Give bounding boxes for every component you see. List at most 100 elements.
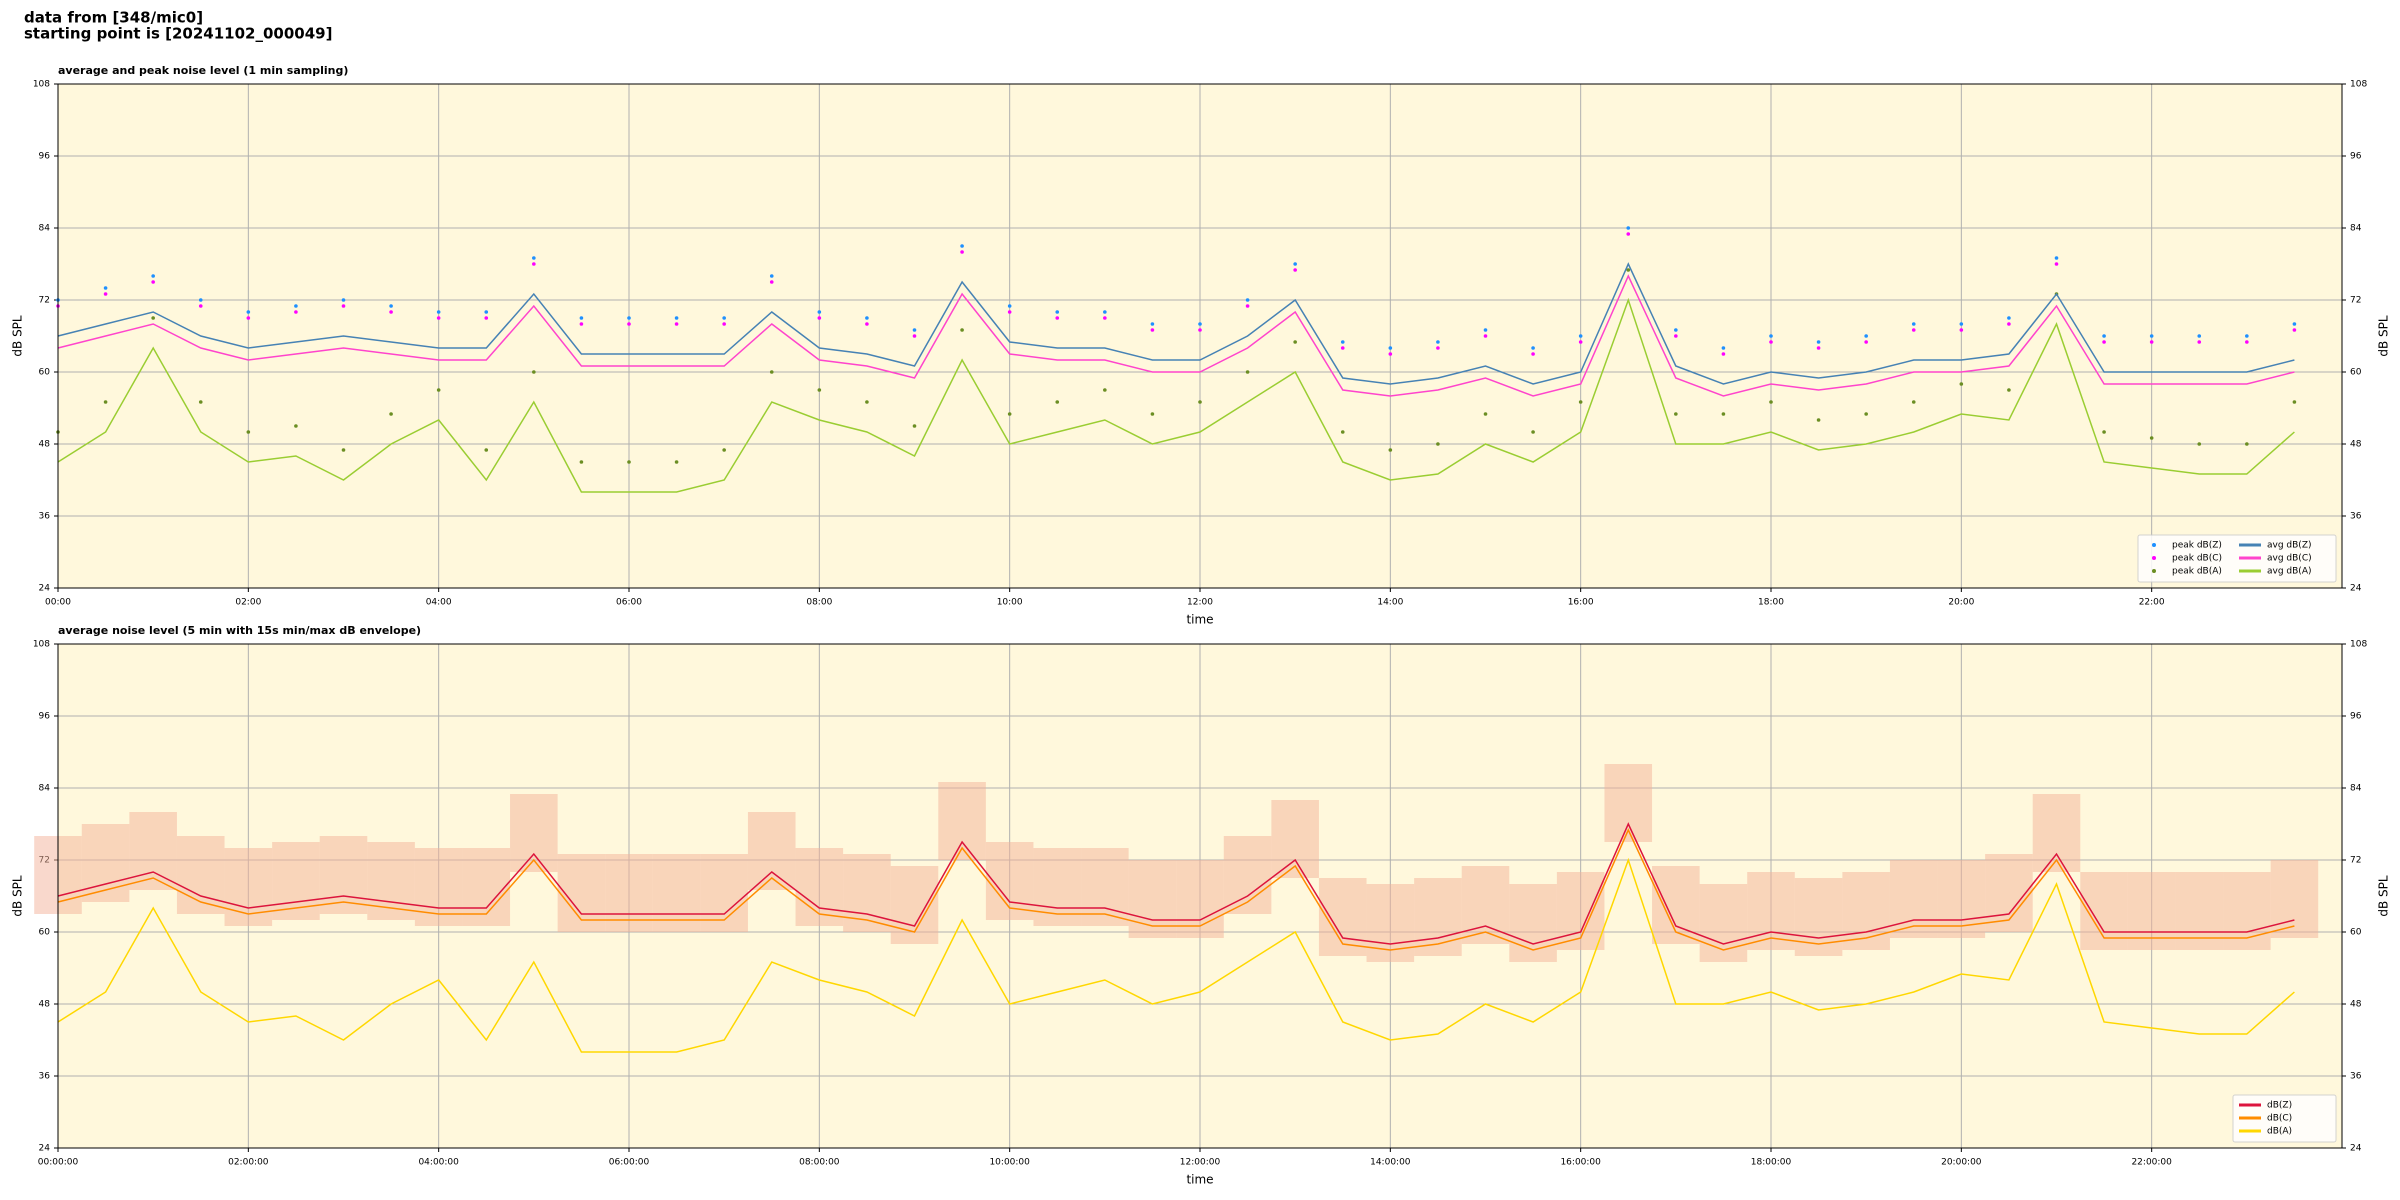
peak-point bbox=[484, 316, 489, 320]
peak-point bbox=[2007, 322, 2011, 326]
peak-point bbox=[865, 400, 869, 404]
peak-point bbox=[2197, 442, 2202, 446]
peak-point bbox=[1245, 370, 1250, 374]
peak-point bbox=[2102, 334, 2106, 338]
peak-point bbox=[769, 274, 774, 278]
peak-point bbox=[960, 244, 964, 248]
peak-point bbox=[1578, 334, 1583, 338]
peak-point bbox=[1578, 340, 1583, 344]
plot-frame bbox=[57, 83, 2343, 589]
peak-point bbox=[1959, 328, 1964, 332]
peak-point bbox=[1483, 334, 1488, 338]
peak-point bbox=[1103, 310, 1107, 314]
y-tick-label: 60 bbox=[39, 928, 51, 938]
chart-title: average noise level (5 min with 15s min/… bbox=[58, 624, 421, 637]
peak-point bbox=[294, 304, 298, 308]
peak-point bbox=[865, 322, 869, 326]
peak-point bbox=[151, 274, 155, 278]
y2-tick-label: 84 bbox=[2350, 224, 2362, 234]
x-tick-label: 14:00 bbox=[1377, 598, 1403, 608]
peak-point bbox=[1055, 316, 1060, 320]
peak-point bbox=[865, 316, 869, 320]
legend-box bbox=[2137, 534, 2337, 583]
peak-point bbox=[1674, 328, 1678, 332]
x-tick-label: 06:00:00 bbox=[609, 1158, 650, 1168]
peak-point bbox=[817, 316, 822, 320]
series-line bbox=[57, 274, 2295, 397]
y-axis-label: dB SPL bbox=[11, 315, 25, 357]
legend-label: avg dB(C) bbox=[2267, 554, 2312, 564]
peak-point bbox=[2292, 328, 2297, 332]
peak-point bbox=[2054, 256, 2059, 260]
peak-point bbox=[1531, 352, 1535, 356]
peak-point bbox=[1959, 322, 1964, 326]
peak-point bbox=[1911, 328, 1916, 332]
peak-point bbox=[484, 310, 489, 314]
peak-point bbox=[1007, 412, 1012, 416]
peak-point bbox=[1007, 310, 1012, 314]
peak-point bbox=[912, 424, 917, 428]
peak-point bbox=[2197, 340, 2202, 344]
peak-point bbox=[1293, 340, 1297, 344]
x-tick-label: 06:00 bbox=[616, 598, 642, 608]
x-tick-label: 02:00 bbox=[235, 598, 261, 608]
peak-point bbox=[151, 280, 155, 284]
peak-point bbox=[198, 298, 203, 302]
peak-point bbox=[1816, 340, 1821, 344]
y2-tick-label: 24 bbox=[2350, 584, 2362, 594]
peak-point bbox=[1674, 334, 1678, 338]
peak-point bbox=[722, 448, 726, 452]
y2-tick-label: 48 bbox=[2350, 1000, 2362, 1010]
legend-label: peak dB(Z) bbox=[2172, 541, 2222, 551]
peak-point bbox=[1293, 262, 1297, 266]
y2-axis-label: dB SPL bbox=[2377, 875, 2391, 917]
peak-point bbox=[341, 304, 346, 308]
x-tick-label: 20:00 bbox=[1948, 598, 1974, 608]
peak-point bbox=[1769, 340, 1773, 344]
y-tick-label: 96 bbox=[39, 152, 51, 162]
peak-point bbox=[1388, 448, 1393, 452]
peak-point bbox=[627, 322, 631, 326]
peak-point bbox=[1150, 322, 1155, 326]
y-axis-label: dB SPL bbox=[11, 875, 25, 917]
x-tick-label: 20:00:00 bbox=[1941, 1158, 1982, 1168]
y2-tick-label: 72 bbox=[2350, 296, 2361, 306]
y2-tick-label: 108 bbox=[2350, 640, 2367, 650]
y-tick-label: 96 bbox=[39, 712, 51, 722]
y-tick-label: 24 bbox=[39, 584, 51, 594]
peak-point bbox=[960, 250, 964, 254]
peak-point bbox=[1198, 400, 1202, 404]
legend: dB(Z) dB(C) dB(A) bbox=[2232, 1094, 2337, 1143]
series-line bbox=[57, 857, 2295, 1053]
peak-point bbox=[1721, 346, 1726, 350]
y2-tick-label: 108 bbox=[2350, 80, 2367, 90]
peak-point bbox=[722, 322, 726, 326]
x-tick-label: 22:00 bbox=[2139, 598, 2165, 608]
chart-title: average and peak noise level (1 min samp… bbox=[58, 64, 348, 77]
peak-point bbox=[1864, 340, 1868, 344]
series-line bbox=[57, 822, 2295, 945]
peak-point bbox=[2149, 334, 2154, 338]
y-tick-label: 84 bbox=[39, 224, 51, 234]
peak-point bbox=[1198, 328, 1202, 332]
peak-point bbox=[1483, 328, 1488, 332]
peak-point bbox=[627, 316, 631, 320]
peak-point bbox=[198, 400, 203, 404]
peak-point bbox=[1959, 382, 1964, 386]
peak-point bbox=[1769, 400, 1773, 404]
peak-point bbox=[2149, 340, 2154, 344]
peak-point bbox=[1150, 412, 1155, 416]
peak-point bbox=[436, 310, 441, 314]
peak-point bbox=[1911, 400, 1916, 404]
y-tick-label: 60 bbox=[39, 368, 51, 378]
x-tick-label: 18:00:00 bbox=[1751, 1158, 1792, 1168]
y-tick-label: 48 bbox=[39, 440, 51, 450]
peak-point bbox=[294, 310, 298, 314]
peak-point bbox=[2245, 334, 2249, 338]
peak-point bbox=[1721, 412, 1726, 416]
peak-point bbox=[2197, 334, 2202, 338]
peak-point bbox=[103, 286, 108, 290]
y2-tick-label: 60 bbox=[2350, 928, 2362, 938]
peak-point bbox=[1436, 442, 1440, 446]
peak-point bbox=[1531, 346, 1535, 350]
